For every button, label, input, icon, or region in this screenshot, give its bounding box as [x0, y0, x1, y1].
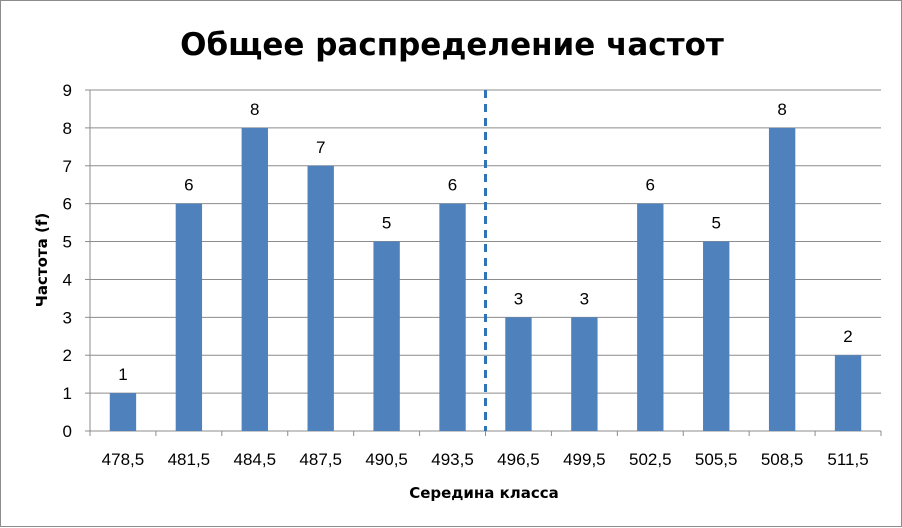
x-tick-label: 499,5: [563, 450, 606, 469]
bar: [637, 203, 664, 431]
bar: [505, 317, 532, 431]
bar: [307, 165, 334, 431]
data-label: 8: [250, 100, 259, 119]
data-label-layer: 1 6 8 7 5 6 3 3 6 5 8 2: [118, 100, 853, 384]
y-tick-label: 3: [63, 308, 72, 327]
data-label: 8: [777, 100, 786, 119]
y-axis-title: Частота (f): [33, 213, 51, 307]
y-tick-label: 2: [63, 346, 72, 365]
y-tick-label: 9: [63, 81, 72, 100]
x-axis-title: Середина класса: [409, 484, 559, 502]
y-tick-label: 5: [63, 233, 72, 252]
y-tick-label: 7: [63, 157, 72, 176]
x-tick-label: 493,5: [431, 450, 474, 469]
y-tick-label: 8: [63, 119, 72, 138]
chart-title: Общее распределение частот: [180, 27, 724, 63]
bar: [373, 241, 400, 431]
bar: [703, 241, 730, 431]
x-tick-layer: 478,5 481,5 484,5 487,5 490,5 493,5 496,5 499,5…: [102, 450, 869, 469]
x-tick-label: 478,5: [102, 450, 145, 469]
data-label: 3: [580, 289, 589, 308]
x-tick-label: 505,5: [695, 450, 738, 469]
data-label: 2: [843, 327, 852, 346]
data-label: 5: [711, 214, 720, 233]
y-tick-label: 4: [63, 270, 72, 289]
y-tick-label: 6: [63, 195, 72, 214]
x-tick-label: 484,5: [234, 450, 277, 469]
bar: [241, 127, 268, 431]
data-label: 6: [646, 176, 655, 195]
grid-layer: [85, 89, 882, 436]
data-label: 6: [184, 176, 193, 195]
x-tick-label: 481,5: [168, 450, 211, 469]
data-label: 7: [316, 138, 325, 157]
x-tick-label: 511,5: [827, 450, 868, 469]
x-tick-label: 502,5: [629, 450, 672, 469]
bar: [571, 317, 598, 431]
data-label: 6: [448, 176, 457, 195]
data-label: 5: [382, 214, 391, 233]
bar: [109, 393, 137, 431]
y-tick-label: 1: [63, 384, 72, 403]
x-tick-label: 490,5: [365, 450, 408, 469]
bar: [439, 203, 466, 431]
x-tick-label: 487,5: [299, 450, 342, 469]
y-tick-label: 0: [63, 422, 72, 441]
data-label: 1: [118, 365, 127, 384]
y-tick-layer: 0 1 2 3 4 5 6 7 8 9: [63, 81, 72, 441]
bar: [175, 203, 203, 431]
data-label: 3: [514, 289, 523, 308]
x-tick-label: 508,5: [761, 450, 804, 469]
bar: [768, 127, 796, 431]
x-tick-label: 496,5: [497, 450, 540, 469]
bar-layer: [109, 127, 862, 431]
bar: [834, 355, 862, 431]
